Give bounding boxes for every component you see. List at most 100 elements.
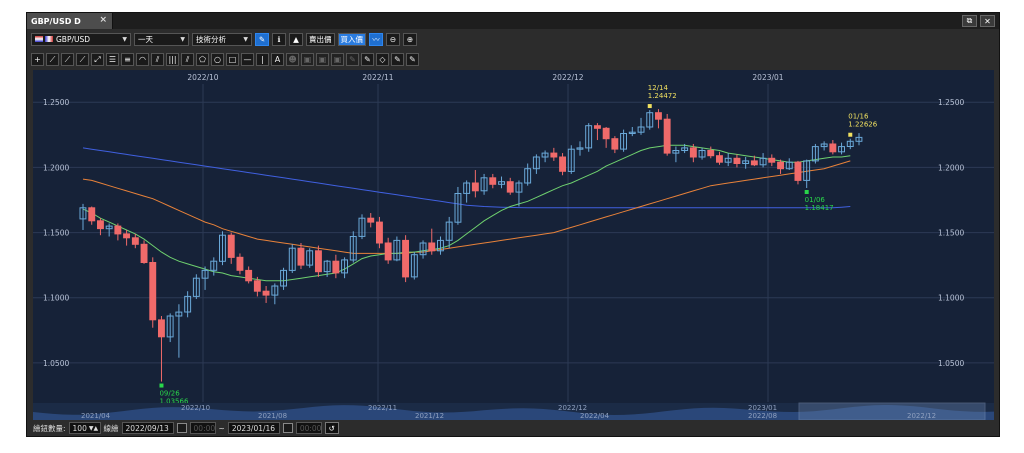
start-date-field[interactable]: 2022/09/13 — [121, 422, 174, 434]
candle-body — [576, 147, 584, 150]
navigator-area — [33, 405, 994, 420]
candle-body — [855, 136, 863, 142]
navigator-label: 2021/04 — [81, 412, 111, 420]
candlestick-chart[interactable]: 2022/10 2022/11 2022/12 2023/01 1.2500 1.2500… — [33, 70, 994, 420]
drawing-tool-button[interactable]: + — [31, 53, 44, 66]
end-date-field[interactable]: 2023/01/16 — [227, 422, 280, 434]
range-separator: ~ — [218, 423, 225, 433]
candle-body — [428, 242, 436, 252]
navigator-label: 2022/04 — [580, 412, 610, 420]
drawing-tool-button[interactable]: ◇ — [376, 53, 389, 66]
candle-body — [88, 207, 96, 222]
candle-body — [454, 193, 462, 223]
chevron-down-icon: ▼ — [180, 35, 185, 43]
tab-gbp-usd[interactable]: GBP/USD D × — [27, 13, 113, 29]
calendar-icon[interactable] — [176, 423, 187, 433]
marker-price-label: 1.18417 — [805, 204, 834, 212]
area-chart-icon[interactable]: ▲ — [289, 32, 303, 46]
info-icon[interactable]: ℹ — [272, 32, 286, 46]
start-date-value: 2022/09/13 — [125, 423, 169, 433]
candle-body — [280, 269, 288, 287]
drawing-tool-button[interactable]: ≡ — [121, 53, 134, 66]
indicator-icon[interactable]: 〰 — [369, 32, 383, 46]
candle-body — [166, 315, 174, 338]
analysis-select[interactable]: 技術分析 ▼ — [192, 32, 252, 46]
candle-body — [829, 143, 837, 153]
analysis-label: 技術分析 — [196, 34, 226, 44]
drawing-tool-button[interactable]: ⟋ — [46, 53, 59, 66]
marker-date-label: 01/06 — [805, 196, 826, 204]
candle-body — [820, 143, 828, 148]
drawing-tool-button[interactable]: ☻ — [286, 53, 299, 66]
reset-button[interactable]: ↺ — [324, 422, 339, 434]
end-time-field[interactable]: 00:00 — [295, 422, 322, 434]
moving-average-medium-line — [82, 160, 851, 254]
marker-date-label: 09/26 — [159, 390, 180, 398]
navigator-year-label: 2022/10 — [181, 404, 210, 412]
moving-average-short-line — [82, 144, 851, 282]
drawing-tool-button[interactable]: ○ — [211, 53, 224, 66]
close-window-button[interactable]: ✕ — [980, 15, 995, 27]
drawing-tool-button[interactable]: ⫽ — [181, 53, 194, 66]
drawing-tool-button[interactable]: ◠ — [136, 53, 149, 66]
chevron-down-icon: ▼ — [122, 35, 127, 43]
candle-body — [419, 242, 427, 256]
time-axis-label: 2022/12 — [552, 73, 583, 82]
drawing-tool-button[interactable]: ✎ — [406, 53, 419, 66]
drawing-tool-button[interactable]: ✎ — [346, 53, 359, 66]
drawing-tool-button[interactable]: ▣ — [331, 53, 344, 66]
candle-body — [253, 280, 261, 292]
drawing-tool-button[interactable]: □ — [226, 53, 239, 66]
candle-body — [445, 221, 453, 241]
restore-window-button[interactable]: ⧉ — [962, 15, 977, 27]
chart-area[interactable]: 2022/10 2022/11 2022/12 2023/01 1.2500 1.2500… — [33, 70, 994, 420]
count-label: 繪鈕數量: — [33, 423, 66, 433]
drawing-tool-button[interactable]: ✎ — [361, 53, 374, 66]
zoom-out-icon[interactable]: ⊖ — [386, 32, 400, 46]
candle-body — [532, 156, 540, 170]
candle-body — [140, 243, 148, 264]
drawing-tool-button[interactable]: ▣ — [301, 53, 314, 66]
drawing-tool-button[interactable]: ⫽ — [151, 53, 164, 66]
tab-close-icon[interactable]: × — [99, 15, 107, 25]
navigator-label: 2021/12 — [415, 412, 444, 420]
period-select[interactable]: 一天 ▼ — [134, 32, 189, 46]
sell-price-button[interactable]: 賣出價 — [306, 32, 335, 46]
drawing-tool-button[interactable]: ⬠ — [196, 53, 209, 66]
pen-icon[interactable]: ✎ — [255, 32, 269, 46]
drawing-tool-button[interactable]: ⤢ — [91, 53, 104, 66]
marker-price-label: 1.22626 — [848, 121, 877, 129]
candle-body — [838, 146, 845, 153]
stepper-icon: ▼▲ — [88, 424, 99, 432]
price-axis-label-right: 1.1000 — [938, 294, 964, 303]
zoom-in-icon[interactable]: ⊕ — [403, 32, 417, 46]
end-time-value: 00:00 — [299, 423, 322, 433]
candle-body — [114, 225, 122, 235]
candle-body — [236, 256, 244, 271]
candle-body — [201, 269, 209, 279]
drawing-tool-button[interactable]: | — [256, 53, 269, 66]
drawing-tool-button[interactable]: A — [271, 53, 284, 66]
time-axis-label: 2022/10 — [187, 73, 218, 82]
drawing-tool-button[interactable]: ||| — [166, 53, 179, 66]
drawing-tool-button[interactable]: ⟋ — [76, 53, 89, 66]
candle-body — [262, 290, 270, 296]
drawing-tool-button[interactable]: — — [241, 53, 254, 66]
count-stepper[interactable]: 100 ▼▲ — [68, 422, 101, 434]
symbol-select[interactable]: GBP/USD ▼ — [31, 32, 131, 46]
drawing-tool-button[interactable]: ☰ — [106, 53, 119, 66]
drawing-tool-button[interactable]: ✎ — [391, 53, 404, 66]
start-time-field[interactable]: 00:00 — [189, 422, 216, 434]
drawing-tool-button[interactable]: ▣ — [316, 53, 329, 66]
end-date-value: 2023/01/16 — [231, 423, 276, 433]
drawing-tool-button[interactable]: ⟋ — [61, 53, 74, 66]
candle-body — [384, 242, 392, 261]
price-axis-label-right: 1.2500 — [938, 98, 964, 107]
candle-body — [437, 239, 444, 252]
candle-body — [785, 161, 793, 170]
moving-average-long-line — [82, 147, 851, 209]
buy-price-button[interactable]: 買入價 — [337, 32, 366, 46]
symbol-label: GBP/USD — [56, 34, 91, 44]
calendar-icon[interactable] — [282, 423, 293, 433]
candle-body — [716, 155, 723, 163]
